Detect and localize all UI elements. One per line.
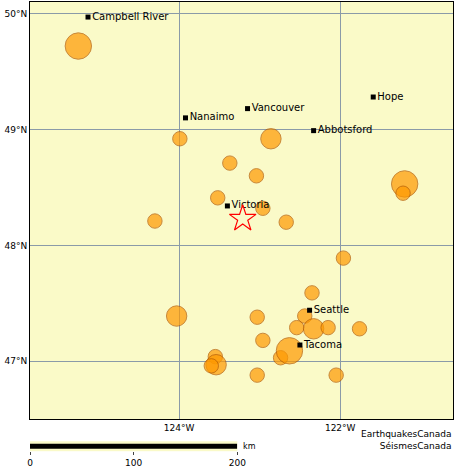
svg-text:49°N: 49°N <box>5 125 28 135</box>
svg-text:0: 0 <box>27 458 33 467</box>
svg-text:Victoria: Victoria <box>232 199 270 210</box>
svg-text:Tacoma: Tacoma <box>303 339 342 350</box>
svg-text:Hope: Hope <box>377 91 403 102</box>
svg-text:EarthquakesCanadaSéismesCanada: EarthquakesCanadaSéismesCanada <box>361 429 451 451</box>
svg-text:100: 100 <box>125 458 142 467</box>
svg-text:124°W: 124°W <box>164 423 195 433</box>
svg-text:50°N: 50°N <box>5 9 28 19</box>
svg-text:Abbotsford: Abbotsford <box>318 124 373 135</box>
svg-text:48°N: 48°N <box>5 241 28 251</box>
svg-text:Seattle: Seattle <box>314 304 349 315</box>
svg-text:Campbell River: Campbell River <box>92 11 169 22</box>
svg-text:km: km <box>243 442 256 451</box>
svg-text:Vancouver: Vancouver <box>252 102 306 113</box>
svg-text:Nanaimo: Nanaimo <box>190 111 235 122</box>
svg-text:122°W: 122°W <box>325 423 356 433</box>
svg-text:200: 200 <box>229 458 246 467</box>
svg-text:47°N: 47°N <box>5 356 28 366</box>
